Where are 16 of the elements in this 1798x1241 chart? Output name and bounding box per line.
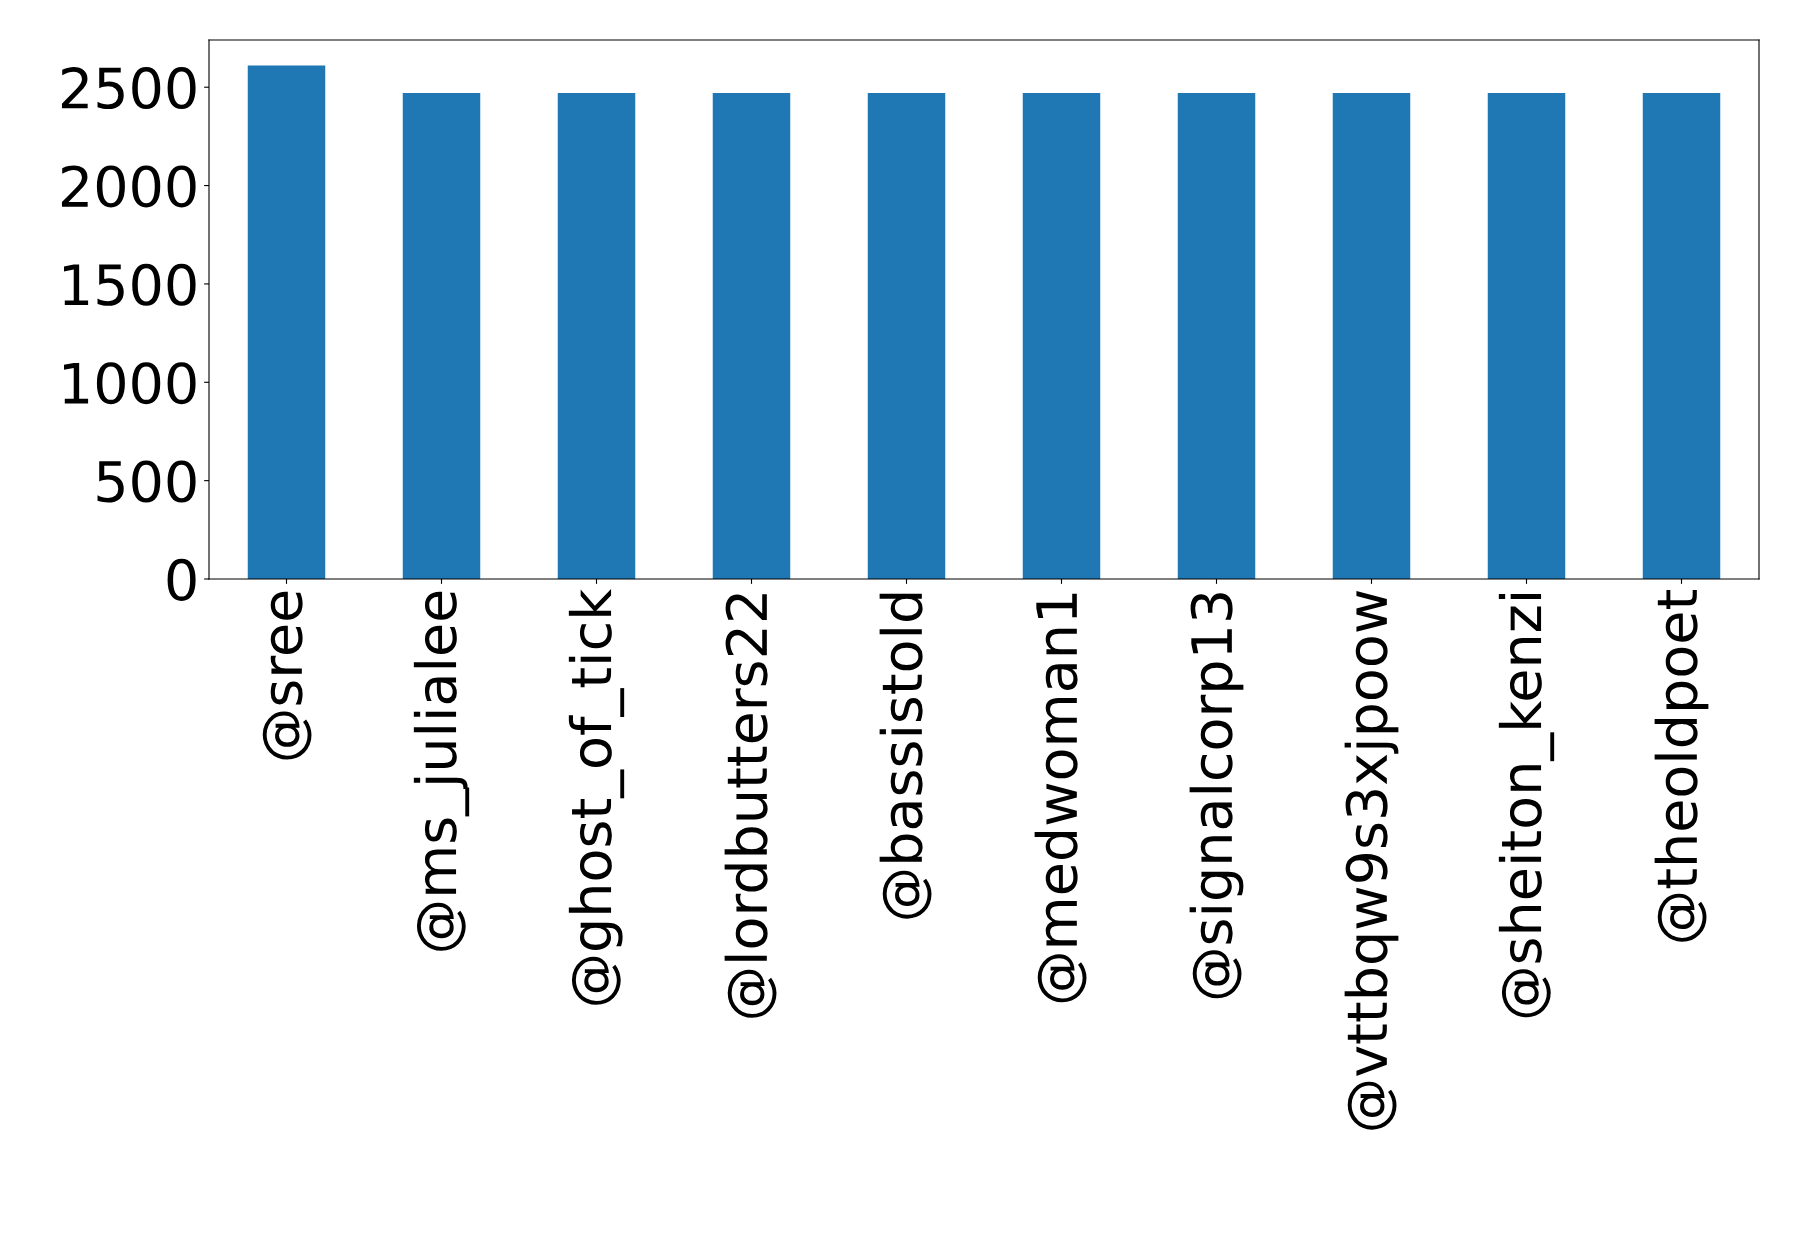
- y-tick-label: 500: [97, 460, 196, 503]
- y-tick-label: 0: [167, 558, 196, 601]
- x-tick-label: @ghost_of_tick: [568, 588, 625, 1005]
- y-tick-label: 2500: [61, 67, 196, 110]
- x-tick-label: @lordbutters22: [724, 594, 777, 1018]
- x-tick-label: @vttbqw9s3xjpoow: [1344, 591, 1399, 1130]
- x-tick-label: @bassistold: [879, 593, 932, 919]
- x-tick-label: @sree: [262, 591, 312, 760]
- x-tick-label: @ms_julialee: [413, 591, 470, 951]
- y-tick-label: 1000: [63, 362, 196, 405]
- x-tick-label: @theoldpoet: [1654, 590, 1709, 942]
- x-tick-label: @sheiton_kenzi: [1498, 593, 1555, 1018]
- y-tick-label: 2000: [61, 165, 196, 208]
- x-tick-label: @signalcorp13: [1189, 593, 1244, 999]
- y-tick-label: 1500: [63, 263, 196, 306]
- x-tick-label: @medwoman1: [1034, 593, 1087, 1003]
